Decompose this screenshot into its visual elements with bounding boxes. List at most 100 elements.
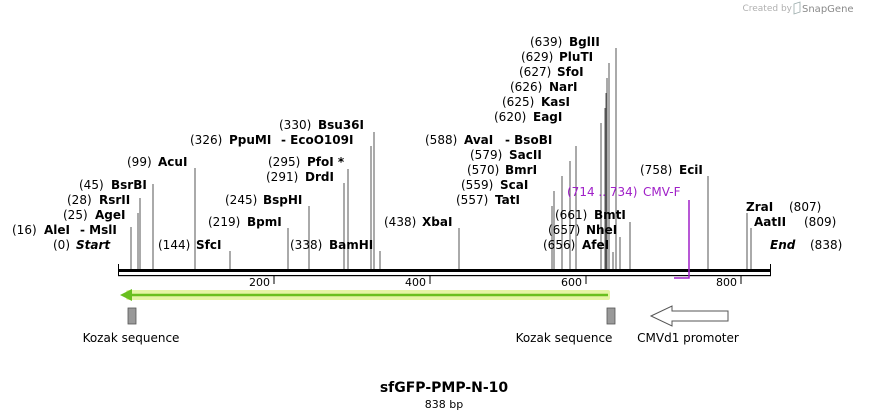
site-ppumi[interactable]: (326) PpuMI - EcoO109I: [190, 133, 353, 147]
site-pos: (144): [158, 238, 190, 252]
site-zrai[interactable]: ZraI (807): [746, 200, 821, 214]
site-name: KasI: [541, 95, 570, 109]
site-bpmi[interactable]: (219) BpmI: [208, 215, 282, 229]
site-pos: (25): [63, 208, 88, 222]
site-bsphi[interactable]: (245) BspHI: [225, 193, 302, 207]
start-label: Start: [76, 238, 111, 252]
backbone-ticks: 200 400 600 800: [249, 276, 742, 289]
primer-range: (714 .. 734): [567, 185, 637, 199]
tick-label-800: 800: [716, 276, 737, 289]
site-name: BpmI: [247, 215, 282, 229]
feature-label: Kozak sequence: [516, 331, 613, 345]
backbone[interactable]: [118, 264, 771, 277]
site-nhei[interactable]: (657) NheI: [548, 223, 617, 237]
site-name: PluTI: [559, 50, 593, 64]
site-xbai[interactable]: (438) XbaI: [384, 215, 452, 229]
site-pos: (639): [530, 35, 562, 49]
feature-label: Kozak sequence: [83, 331, 180, 345]
site-name: EagI: [533, 110, 562, 124]
site-pos: (661): [555, 208, 587, 222]
site-sacii[interactable]: (579) SacII: [470, 148, 542, 162]
site-aatii[interactable]: AatII (809): [754, 215, 836, 229]
site-alei[interactable]: (16) AleI - MslI: [12, 223, 117, 237]
primer-cmv-f[interactable]: (714 .. 734) CMV-F: [567, 185, 690, 279]
site-pfoi[interactable]: (295) PfoI *: [268, 155, 345, 169]
site-name: BspHI: [263, 193, 302, 207]
site-pos: (219): [208, 215, 240, 229]
site-name: SfoI: [557, 65, 584, 79]
site-pos: (330): [279, 118, 311, 132]
site-scai[interactable]: (559) ScaI: [461, 178, 528, 192]
site-nari[interactable]: (626) NarI: [510, 80, 578, 94]
site-name: Bsu36I: [318, 118, 364, 132]
site-bsu36i[interactable]: (330) Bsu36I: [279, 118, 364, 132]
site-lines: [130, 48, 752, 269]
site-pos: (245): [225, 193, 257, 207]
site-bglii[interactable]: (639) BglII: [530, 35, 600, 49]
feature-label: CMVd1 promoter: [637, 331, 739, 345]
site-ecii[interactable]: (758) EciI: [640, 163, 703, 177]
arrow-left-icon: [120, 289, 132, 301]
site-name: AcuI: [158, 155, 187, 169]
site-name: SfcI: [196, 238, 221, 252]
site-name: PpuMI: [229, 133, 271, 147]
site-name: AgeI: [95, 208, 125, 222]
site-bamhi[interactable]: (338) BamHI: [290, 238, 373, 252]
promoter-arrow-icon: [649, 305, 729, 327]
site-bsrbi[interactable]: (45) BsrBI: [79, 178, 147, 192]
site-name: SacII: [509, 148, 542, 162]
site-pos: (559): [461, 178, 493, 192]
site-pos: (627): [519, 65, 551, 79]
site-pos: (620): [494, 110, 526, 124]
feature-cmvd1-promoter[interactable]: CMVd1 promoter: [637, 305, 739, 345]
site-name: TatI: [495, 193, 520, 207]
site-extra: - MslI: [80, 223, 117, 237]
site-pos: (809): [804, 215, 836, 229]
tick-200: 200: [249, 276, 275, 289]
tick-label-400: 400: [405, 276, 426, 289]
tick-label-200: 200: [249, 276, 270, 289]
site-pos: (758): [640, 163, 672, 177]
site-name: NarI: [549, 80, 578, 94]
site-name: PfoI *: [307, 155, 345, 169]
start-pos: (0): [53, 238, 70, 252]
site-kasi[interactable]: (625) KasI: [502, 95, 570, 109]
site-labels: (16) AleI - MslI (25) AgeI (28) RsrII (4…: [12, 35, 836, 252]
tick-600: 600: [561, 276, 587, 289]
site-name: BglII: [569, 35, 600, 49]
snapgene-logo-icon: [793, 1, 801, 15]
site-bmti[interactable]: (661) BmtI: [555, 208, 626, 222]
primer-arrow-icon: [674, 200, 690, 279]
site-eagi[interactable]: (620) EagI: [494, 110, 562, 124]
cds-sfgfp[interactable]: [120, 289, 610, 301]
site-pos: (16): [12, 223, 37, 237]
feature-kozak-2[interactable]: Kozak sequence: [516, 307, 616, 345]
site-pos: (99): [127, 155, 152, 169]
site-agei[interactable]: (25) AgeI: [63, 208, 125, 222]
site-pluti[interactable]: (629) PluTI: [521, 50, 593, 64]
site-pos: (807): [789, 200, 821, 214]
site-rsrii[interactable]: (28) RsrII: [67, 193, 130, 207]
site-sfci[interactable]: (144) SfcI: [158, 238, 221, 252]
site-name: AleI: [44, 223, 70, 237]
site-sfoi[interactable]: (627) SfoI: [519, 65, 584, 79]
site-afei[interactable]: (656) AfeI: [543, 238, 609, 252]
site-pos: (45): [79, 178, 104, 192]
site-extra: - BsoBI: [505, 133, 552, 147]
site-bmri[interactable]: (570) BmrI: [467, 163, 537, 177]
site-drdi[interactable]: (291) DrdI: [266, 170, 334, 184]
site-pos: (625): [502, 95, 534, 109]
site-acui[interactable]: (99) AcuI: [127, 155, 187, 169]
feature-kozak-1[interactable]: Kozak sequence: [83, 307, 180, 345]
site-pos: (291): [266, 170, 298, 184]
created-by-text: Created by: [742, 4, 792, 14]
site-tati[interactable]: (557) TatI: [456, 193, 520, 207]
site-avai[interactable]: (588) AvaI - BsoBI: [425, 133, 552, 147]
site-pos: (657): [548, 223, 580, 237]
site-name: AvaI: [464, 133, 493, 147]
site-pos: (656): [543, 238, 575, 252]
map-title: sfGFP-PMP-N-10: [380, 380, 509, 396]
site-name: AatII: [754, 215, 786, 229]
site-name: RsrII: [99, 193, 130, 207]
site-pos: (588): [425, 133, 457, 147]
